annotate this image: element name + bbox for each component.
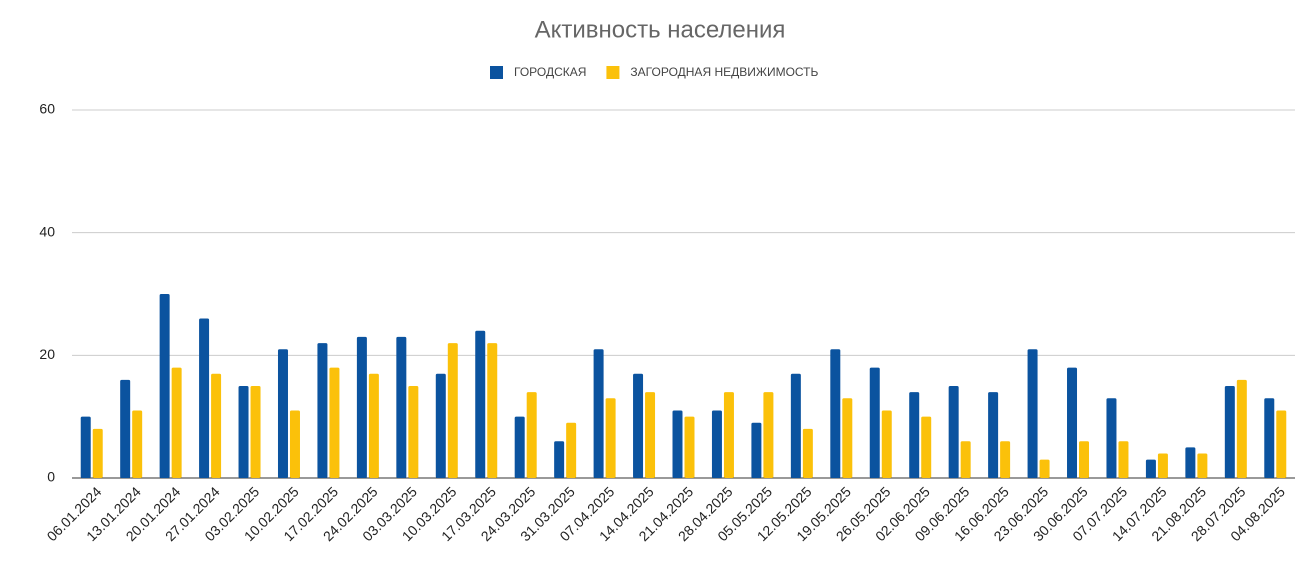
bar xyxy=(1145,459,1156,478)
y-tick-label: 40 xyxy=(39,223,55,239)
bar xyxy=(633,373,644,478)
chart-title: Активность населения xyxy=(535,16,786,43)
bar xyxy=(830,349,841,478)
bar xyxy=(132,410,143,478)
y-tick-label: 0 xyxy=(47,469,55,485)
bar xyxy=(475,330,486,478)
bar xyxy=(1197,453,1208,478)
bar xyxy=(120,379,131,478)
y-tick-label: 60 xyxy=(39,101,55,117)
bar xyxy=(566,422,577,478)
bar xyxy=(881,410,892,478)
bar xyxy=(672,410,683,478)
bar xyxy=(790,373,801,478)
bar xyxy=(211,373,222,478)
bar xyxy=(645,392,656,478)
bar xyxy=(1224,386,1235,478)
bar xyxy=(1118,441,1129,478)
bar xyxy=(802,428,813,478)
bar xyxy=(329,367,340,478)
bar xyxy=(199,318,210,478)
bar xyxy=(1039,459,1050,478)
bar xyxy=(277,349,288,478)
y-tick-label: 20 xyxy=(39,346,55,362)
legend-swatch xyxy=(490,66,503,79)
bar xyxy=(988,392,999,478)
bar xyxy=(711,410,722,478)
bar xyxy=(408,386,419,478)
bar xyxy=(842,398,853,478)
bar xyxy=(435,373,446,478)
bar xyxy=(356,336,367,478)
bar xyxy=(1185,447,1196,478)
legend-label: ЗАГОРОДНАЯ НЕДВИЖИМОСТЬ xyxy=(630,65,818,79)
bar xyxy=(238,386,249,478)
bar xyxy=(1157,453,1168,478)
bar xyxy=(1264,398,1275,478)
bar xyxy=(396,336,407,478)
bar xyxy=(317,343,328,478)
bar xyxy=(514,416,525,478)
bar xyxy=(159,294,170,478)
legend-swatch xyxy=(606,66,620,79)
bar xyxy=(526,392,537,478)
bar xyxy=(593,349,604,478)
bar xyxy=(1276,410,1287,478)
bar xyxy=(1000,441,1011,478)
bar xyxy=(92,428,103,478)
bar xyxy=(948,386,959,478)
bar xyxy=(869,367,880,478)
bar xyxy=(1079,441,1090,478)
legend-label: ГОРОДСКАЯ xyxy=(514,65,586,79)
bar xyxy=(921,416,932,478)
bar xyxy=(171,367,182,478)
bar xyxy=(80,416,91,478)
bar xyxy=(368,373,379,478)
bar xyxy=(250,386,261,478)
bar xyxy=(554,441,565,478)
bar xyxy=(1067,367,1078,478)
bar xyxy=(1106,398,1117,478)
bar xyxy=(289,410,300,478)
bar xyxy=(684,416,695,478)
bar xyxy=(487,343,498,478)
bar xyxy=(1236,379,1247,478)
bar xyxy=(605,398,616,478)
bar xyxy=(960,441,971,478)
bar xyxy=(751,422,762,478)
bar xyxy=(447,343,458,478)
bar xyxy=(763,392,774,478)
bar xyxy=(1027,349,1038,478)
bar xyxy=(909,392,920,478)
bar xyxy=(723,392,734,478)
